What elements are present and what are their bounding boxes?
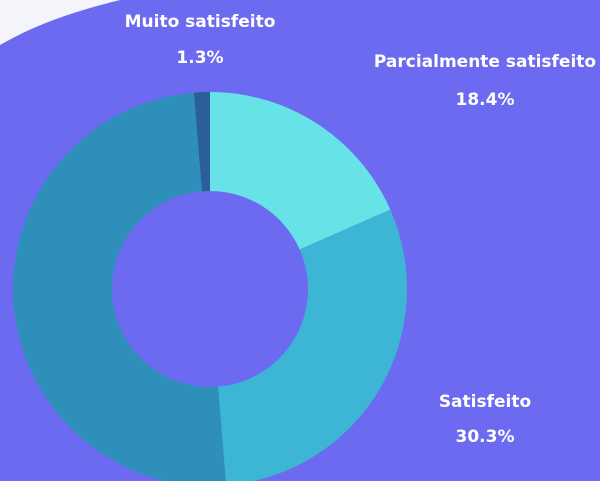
slice-label: Parcialmente satisfeito [374,52,596,72]
labels: Parcialmente satisfeito 18.4% Satisfeito 30… [125,12,597,447]
slice-value: 1.3% [176,48,223,68]
slice-value: 18.4% [456,90,515,110]
donut-slice [210,92,391,250]
slice-value: 30.3% [456,427,515,447]
donut-slice [13,92,226,481]
donut-slice [193,92,210,192]
donut-slice [217,209,407,481]
slice-label: Muito satisfeito [125,12,276,32]
corner-decoration [0,0,120,45]
slice-label: Satisfeito [439,392,531,412]
slices [13,92,407,481]
